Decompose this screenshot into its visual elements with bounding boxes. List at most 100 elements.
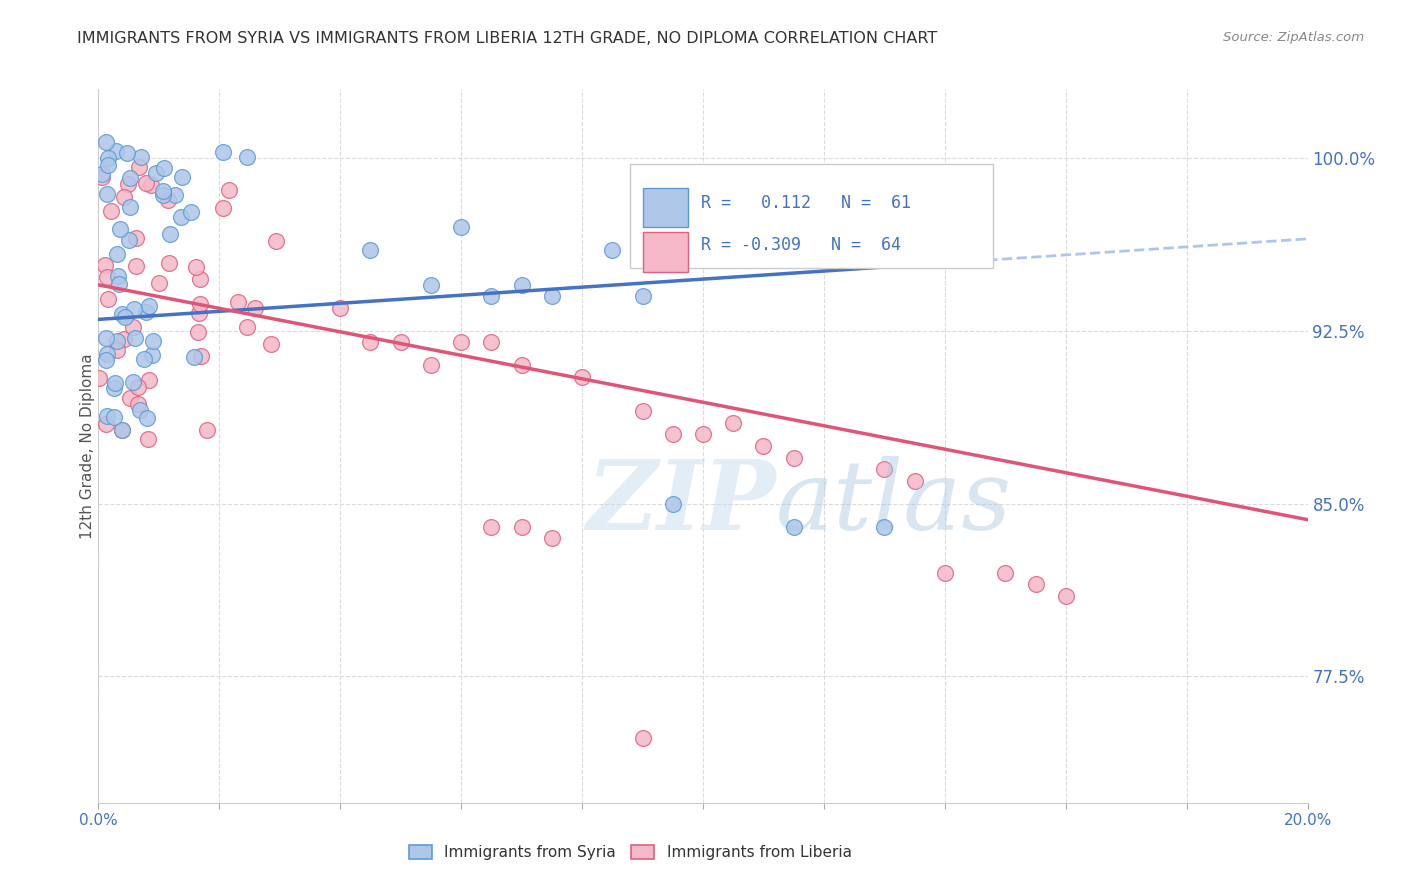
Point [481,519,503,533]
Y-axis label: 12th Grade, No Diploma: 12th Grade, No Diploma [80,353,94,539]
Point [105,343,128,357]
Point [138,372,160,386]
Point [114,310,136,324]
Point [873,462,896,476]
Point [159,227,181,242]
Point [111,423,134,437]
Point [360,335,382,350]
FancyBboxPatch shape [643,188,689,227]
Point [117,177,139,191]
Point [112,333,135,347]
Point [139,178,162,193]
Point [96,331,118,345]
Point [157,256,180,270]
Point [97,292,120,306]
Point [184,260,207,274]
Point [236,320,259,334]
Point [264,235,287,249]
Text: R =   0.112   N =  61: R = 0.112 N = 61 [700,194,911,212]
Point [218,183,240,197]
Point [135,305,157,319]
FancyBboxPatch shape [630,164,993,268]
Point [190,349,212,363]
Point [132,352,155,367]
Point [540,531,562,545]
Legend: Immigrants from Syria, Immigrants from Liberia: Immigrants from Syria, Immigrants from L… [404,839,858,866]
Point [128,402,150,417]
Point [96,269,118,284]
Point [96,409,118,424]
Point [135,176,157,190]
Point [540,289,562,303]
Point [121,319,143,334]
Point [1024,577,1046,591]
Point [723,416,745,430]
Point [94,353,117,368]
Point [212,201,235,215]
Point [329,301,352,315]
Point [188,306,211,320]
Point [153,161,176,175]
Point [96,158,118,172]
Point [170,170,193,185]
Point [128,160,150,174]
Point [87,371,110,385]
Point [96,186,118,201]
Point [752,439,775,453]
Point [360,244,382,258]
Point [187,325,209,339]
Point [138,299,160,313]
Point [105,247,128,261]
Point [481,335,503,350]
Point [94,135,117,149]
Point [90,167,112,181]
Point [96,347,118,361]
Point [692,427,714,442]
Point [107,334,129,349]
Point [389,335,412,350]
Point [420,359,443,373]
Point [188,297,211,311]
Point [104,376,127,391]
Point [117,146,139,161]
Point [170,210,193,224]
Point [145,166,167,180]
Point [96,417,118,432]
Point [118,170,141,185]
Point [661,497,683,511]
Point [114,189,136,203]
Point [661,427,683,442]
Point [111,423,134,437]
Point [127,397,149,411]
Point [108,222,131,236]
Point [142,334,165,349]
Point [107,269,129,284]
Text: ZIP: ZIP [586,456,776,550]
Point [994,566,1017,580]
Point [156,193,179,207]
Point [631,731,654,746]
Point [127,379,149,393]
Point [692,244,714,258]
Point [571,370,593,384]
Point [510,277,533,292]
Text: atlas: atlas [776,456,1012,550]
Point [122,376,145,390]
Point [97,151,120,165]
Point [105,144,128,158]
Point [118,200,141,214]
Point [124,259,146,273]
Point [420,277,443,292]
Point [103,381,125,395]
Point [481,289,503,303]
Point [90,170,112,185]
Point [195,423,218,437]
Point [1054,589,1077,603]
Point [136,411,159,425]
FancyBboxPatch shape [643,233,689,272]
Text: Source: ZipAtlas.com: Source: ZipAtlas.com [1223,31,1364,45]
Text: IMMIGRANTS FROM SYRIA VS IMMIGRANTS FROM LIBERIA 12TH GRADE, NO DIPLOMA CORRELAT: IMMIGRANTS FROM SYRIA VS IMMIGRANTS FROM… [77,31,938,46]
Point [122,302,145,317]
Point [94,258,117,272]
Point [103,410,125,425]
